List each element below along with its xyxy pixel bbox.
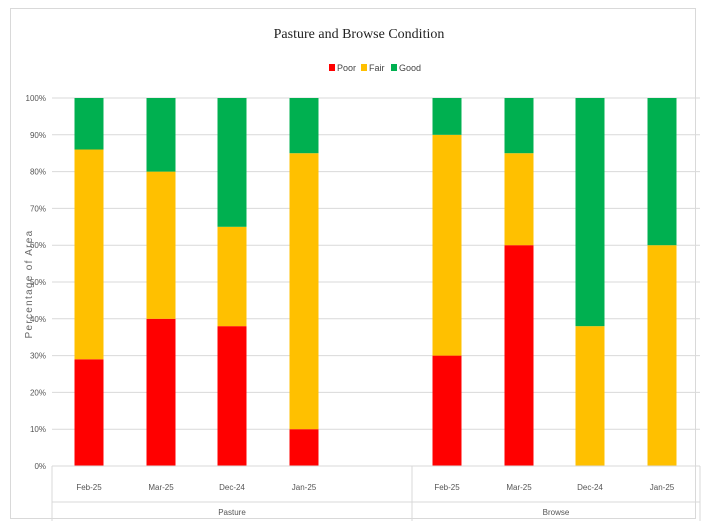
y-tick-label: 30% (30, 352, 46, 361)
bar-segment-poor (146, 318, 176, 466)
bar-segment-good (217, 98, 247, 227)
y-tick-label: 100% (26, 94, 46, 103)
bar-segment-poor (504, 245, 534, 466)
bar-segment-fair (504, 153, 534, 246)
y-tick-label: 50% (30, 278, 46, 287)
y-tick-label: 40% (30, 315, 46, 324)
x-tick-label: Dec-24 (577, 483, 603, 492)
legend-swatch-poor (329, 64, 335, 71)
y-axis-label: Percentage of Area (24, 229, 35, 338)
chart-legend: Poor Fair Good (329, 63, 421, 73)
bar-segment-fair (647, 245, 677, 466)
y-tick-label: 90% (30, 131, 46, 140)
y-tick-label: 80% (30, 168, 46, 177)
bar-segment-fair (217, 226, 247, 327)
y-axis-ticks: 0% 10% 20% 30% 40% 50% 60% 70% 80% 90% 100% (26, 94, 46, 471)
x-tick-label: Feb-25 (434, 483, 460, 492)
bar-segment-poor (432, 355, 462, 466)
bar-segment-poor (217, 326, 247, 466)
bar-segment-fair (74, 149, 104, 360)
x-group-label: Browse (543, 508, 570, 517)
x-tick-label: Jan-25 (292, 483, 317, 492)
chart-title: Pasture and Browse Condition (274, 27, 445, 42)
x-tick-label: Mar-25 (148, 483, 174, 492)
legend-swatch-good (391, 64, 397, 71)
legend-label: Fair (369, 63, 385, 73)
legend-label: Poor (337, 63, 356, 73)
bar-segment-poor (289, 429, 319, 466)
bar-segment-fair (575, 326, 605, 466)
y-tick-label: 0% (34, 462, 46, 471)
x-tick-label: Dec-24 (219, 483, 245, 492)
bar-segment-fair (146, 171, 176, 319)
bar-segment-fair (432, 134, 462, 356)
bar-segment-poor (74, 359, 104, 466)
y-tick-label: 70% (30, 204, 46, 213)
bar-segment-good (575, 98, 605, 327)
legend-label: Good (399, 63, 421, 73)
x-tick-label: Mar-25 (506, 483, 532, 492)
bar-segment-good (647, 98, 677, 246)
bar-segment-good (289, 98, 319, 154)
bar-segment-good (432, 98, 462, 135)
bar-segment-good (146, 98, 176, 172)
y-tick-label: 20% (30, 388, 46, 397)
x-axis: Feb-25 Mar-25 Dec-24 Jan-25 Pasture Feb-25 Mar… (51, 465, 701, 521)
y-tick-label: 10% (30, 425, 46, 434)
bar-segment-good (74, 98, 104, 150)
bar-segment-fair (289, 153, 319, 430)
legend-swatch-fair (361, 64, 367, 71)
bar-segment-good (504, 98, 534, 154)
chart-bars (74, 98, 677, 466)
x-group-label: Pasture (218, 508, 246, 517)
x-tick-label: Jan-25 (650, 483, 675, 492)
y-tick-label: 60% (30, 241, 46, 250)
x-tick-label: Feb-25 (76, 483, 102, 492)
